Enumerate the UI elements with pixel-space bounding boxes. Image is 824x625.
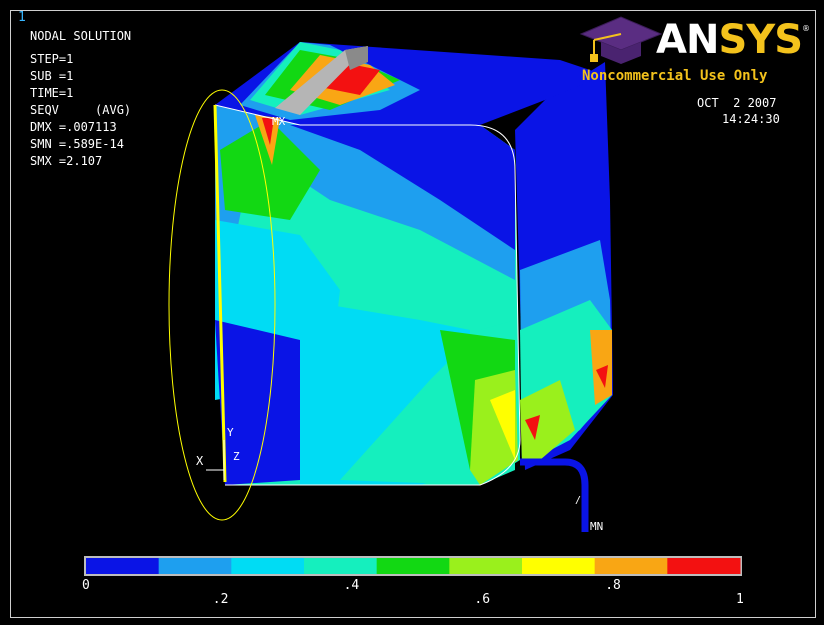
- triad-z-label: Z: [233, 450, 240, 463]
- legend-swatch: [376, 558, 450, 574]
- triad-y-label: Y: [227, 426, 234, 439]
- time-value: TIME=1: [30, 86, 74, 100]
- plot-date: OCT 2 2007: [697, 96, 777, 110]
- front-face: [215, 105, 520, 485]
- top-face: [215, 42, 605, 125]
- legend-swatch: [667, 558, 741, 574]
- max-marker: MX: [272, 115, 286, 128]
- ansys-wordmark: ANSYS: [656, 17, 803, 63]
- legend-label: .4: [343, 578, 360, 593]
- wordmark-an: AN: [656, 17, 719, 63]
- contour-legend-bar: [84, 556, 742, 576]
- legend-swatch: [231, 558, 305, 574]
- min-marker: MN: [590, 520, 603, 533]
- smx-value: SMX =2.107: [30, 154, 103, 168]
- legend-swatch: [522, 558, 596, 574]
- ansys-logo: ANSYS ® Noncommercial Use Only: [576, 12, 812, 84]
- legend-swatch: [304, 558, 378, 574]
- triad-x-label: X: [196, 454, 204, 468]
- graduation-cap-icon: [579, 16, 663, 64]
- license-notice: Noncommercial Use Only: [582, 68, 768, 84]
- dmx-value: DMX =.007113: [30, 120, 117, 134]
- solution-info-block: NODAL SOLUTION STEP=1 SUB =1 TIME=1 SEQV…: [30, 28, 131, 170]
- registered-mark: ®: [802, 24, 810, 33]
- smn-value: SMN =.589E-14: [30, 137, 124, 151]
- selection-ellipse: [168, 89, 276, 521]
- legend-label: .6: [474, 592, 491, 607]
- legend-swatch: [594, 558, 668, 574]
- side-face: [515, 62, 613, 470]
- legend-label: .2: [212, 592, 229, 607]
- sub-value: SUB =1: [30, 69, 74, 83]
- legend-swatch: [86, 558, 160, 574]
- solution-title: NODAL SOLUTION: [30, 29, 132, 43]
- window-number: 1: [18, 10, 26, 25]
- plot-time: 14:24:30: [722, 112, 780, 126]
- wordmark-sys: SYS: [718, 17, 803, 63]
- edge-outlines: [214, 104, 521, 486]
- pipe: [520, 458, 589, 532]
- step-value: STEP=1: [30, 52, 74, 66]
- coordinate-triad: [206, 440, 225, 480]
- constraint-edge: [213, 104, 227, 483]
- legend-label: 0: [82, 578, 90, 593]
- legend-swatch: [158, 558, 232, 574]
- pipe-marker: /: [575, 495, 581, 506]
- legend-label: .8: [605, 578, 621, 593]
- seqv-label: SEQV (AVG): [30, 103, 132, 117]
- legend-label: 1: [736, 592, 744, 607]
- legend-swatch: [449, 558, 523, 574]
